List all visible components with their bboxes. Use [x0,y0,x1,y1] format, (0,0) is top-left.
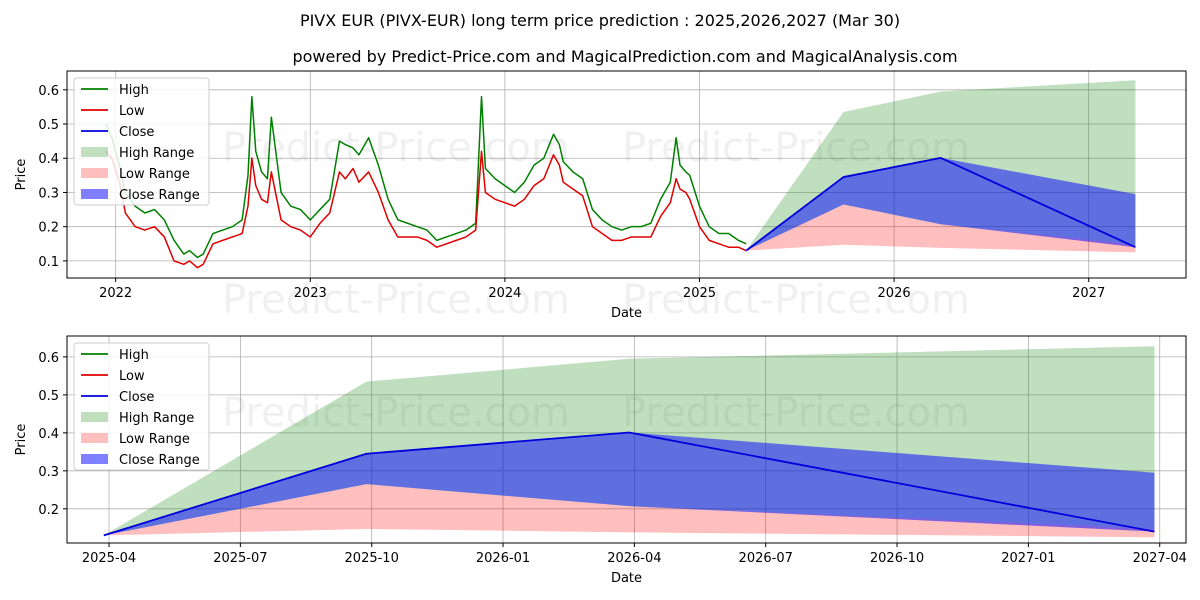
legend-label-low: Low [119,104,145,119]
y-tick-label: 0.3 [38,465,59,480]
x-tick-label: 2025-10 [345,551,399,566]
panel-1: Predict-Price.com Predict-Price.com 2022 20… [14,70,1187,321]
legend-swatch-high-range [81,147,108,157]
y-tick-label: 0.3 [38,186,59,201]
watermark: Predict-Price.com [222,277,570,323]
chart-title: PIVX EUR (PIVX-EUR) long term price pred… [300,11,900,30]
chart-subtitle: powered by Predict-Price.com and Magical… [292,47,957,66]
low-range-band [103,484,1155,538]
close-line [745,157,1136,252]
legend-label-high-range: High Range [119,411,194,426]
x-tick-label: 2025 [683,286,716,301]
legend: High Low Close High Range Low Range Close Ran… [73,342,210,471]
y-tick-label: 0.6 [38,351,59,366]
plot-area [103,346,1155,538]
x-tick-label: 2022 [99,286,132,301]
watermark: Predict-Price.com [222,125,570,171]
legend-label-close: Close [119,390,154,405]
x-axis-label: Date [611,571,642,586]
legend-label-low-range: Low Range [119,167,190,182]
x-tick-label: 2027-04 [1133,551,1187,566]
y-tick-label: 0.4 [38,427,59,442]
legend-swatch-close-range [81,189,108,199]
legend-label-high: High [119,348,149,363]
low-line [105,150,747,269]
low-range-band [746,204,1136,253]
x-tick-label: 2026-07 [739,551,793,566]
watermark: Predict-Price.com [222,390,570,436]
y-axis-label: Price [14,159,29,191]
x-axis-label: Date [611,306,642,321]
legend-swatch-low-range [81,433,108,443]
x-tick-label: 2026-04 [607,551,661,566]
x-tick-label: 2025-07 [213,551,267,566]
legend: High Low Close High Range Low Range Close Ran… [73,77,210,206]
legend-label-low: Low [119,369,145,384]
y-axis-label: Price [14,424,29,456]
legend-label-high: High [119,83,149,98]
x-tick-label: 2027-01 [1001,551,1055,566]
x-tick-label: 2027 [1072,286,1105,301]
legend-swatch-high-range [81,412,108,422]
y-tick-label: 0.2 [38,221,59,236]
x-tick-label: 2026-01 [476,551,530,566]
x-tick-label: 2026-10 [870,551,924,566]
watermark: Predict-Price.com [622,277,970,323]
x-tick-label: 2023 [294,286,327,301]
legend-swatch-low-range [81,168,108,178]
legend-label-close: Close [119,125,154,140]
y-tick-label: 0.6 [38,84,59,99]
legend-label-high-range: High Range [119,146,194,161]
legend-swatch-close-range [81,454,108,464]
panel-2: Predict-Price.com Predict-Price.com 2025-0… [14,335,1187,586]
x-tick-label: 2025-04 [82,551,136,566]
x-tick-label: 2024 [488,286,521,301]
y-tick-label: 0.5 [38,118,59,133]
watermark: Predict-Price.com [622,390,970,436]
plot-area [105,80,1136,269]
high-line [105,95,747,259]
axes-frame [66,70,1187,279]
y-tick-label: 0.2 [38,503,59,518]
legend-label-close-range: Close Range [119,188,200,203]
close-line [103,431,1155,537]
close-range-band [103,432,1155,536]
y-tick-label: 0.1 [38,255,59,270]
axes-frame [66,335,1187,544]
x-tick-label: 2026 [878,286,911,301]
y-tick-label: 0.5 [38,389,59,404]
close-range-band [746,157,1136,251]
legend-label-low-range: Low Range [119,432,190,447]
legend-label-close-range: Close Range [119,453,200,468]
y-tick-label: 0.4 [38,152,59,167]
